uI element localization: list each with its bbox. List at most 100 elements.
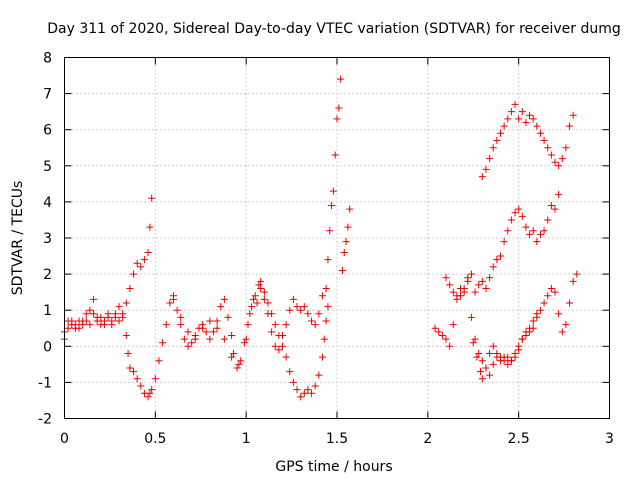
data-point <box>442 335 450 343</box>
data-point <box>489 144 497 152</box>
data-point <box>255 281 263 289</box>
data-point <box>151 375 159 383</box>
data-point <box>75 324 83 332</box>
x-tick-label: 1 <box>242 431 251 447</box>
data-point <box>333 115 341 123</box>
data-point <box>126 364 134 372</box>
data-point <box>97 321 105 329</box>
x-tick-label: 1.5 <box>326 431 348 447</box>
data-point <box>322 285 330 293</box>
data-point <box>115 303 123 311</box>
data-point <box>486 274 494 282</box>
data-point <box>146 223 154 231</box>
data-point <box>260 288 268 296</box>
data-point <box>206 317 214 325</box>
data-point <box>328 202 336 210</box>
x-tick-label: 2 <box>423 431 432 447</box>
y-tick-label: 5 <box>43 159 52 175</box>
data-point <box>224 313 232 321</box>
data-point <box>446 342 454 350</box>
data-point <box>442 274 450 282</box>
data-point <box>264 299 272 307</box>
data-point <box>229 350 237 358</box>
data-point <box>438 331 446 339</box>
data-point <box>489 342 497 350</box>
data-point <box>71 321 79 329</box>
data-point <box>475 281 483 289</box>
data-point <box>497 357 504 365</box>
y-tick-label: 6 <box>43 123 52 139</box>
data-point <box>536 306 544 314</box>
data-point <box>536 129 544 137</box>
data-point <box>184 342 192 350</box>
data-point <box>315 371 323 379</box>
data-point <box>177 313 185 321</box>
y-tick-label: 2 <box>43 267 52 283</box>
data-point <box>180 335 188 343</box>
data-point <box>522 118 530 126</box>
data-point <box>504 227 512 235</box>
x-tick-label: 2.5 <box>508 431 530 447</box>
data-point <box>529 115 537 123</box>
data-point <box>493 353 501 361</box>
data-point <box>155 357 163 365</box>
data-point <box>533 310 541 318</box>
data-point <box>453 295 461 303</box>
data-point <box>220 295 228 303</box>
data-point <box>90 310 98 318</box>
data-point <box>140 256 148 264</box>
data-point <box>489 360 497 368</box>
data-point <box>318 353 326 361</box>
data-point <box>268 328 276 336</box>
data-point <box>551 158 559 166</box>
data-point <box>300 389 308 397</box>
data-point <box>108 321 116 329</box>
data-point <box>507 108 515 116</box>
x-tick-labels: 0 0.5 1 1.5 2 2.5 3 <box>60 431 614 447</box>
data-point <box>457 292 465 300</box>
data-point <box>551 205 559 213</box>
data-point <box>326 227 334 235</box>
data-point <box>242 335 250 343</box>
data-point <box>507 216 515 224</box>
data-point <box>289 378 297 386</box>
data-point <box>467 270 475 278</box>
data-point <box>119 313 127 321</box>
data-point <box>166 299 174 307</box>
data-point <box>515 342 523 350</box>
data-point <box>115 317 123 325</box>
data-point <box>329 187 337 195</box>
data-point <box>68 317 76 325</box>
series-6 <box>469 310 541 383</box>
data-point <box>304 386 312 394</box>
series-1 <box>61 194 156 336</box>
data-point <box>511 100 519 108</box>
data-point <box>544 144 552 152</box>
data-point <box>533 122 541 130</box>
data-point <box>293 303 301 311</box>
data-point <box>257 285 265 293</box>
data-point <box>471 288 479 296</box>
data-point <box>558 155 566 163</box>
data-point <box>346 205 354 213</box>
data-point <box>257 277 265 285</box>
data-point <box>533 238 541 246</box>
data-point <box>311 321 319 329</box>
series-7 <box>478 100 577 181</box>
data-point <box>228 331 236 339</box>
data-point <box>206 335 214 343</box>
data-point <box>237 357 245 365</box>
data-point <box>493 256 501 264</box>
data-point <box>522 223 530 231</box>
series-3 <box>170 75 354 368</box>
data-point <box>562 321 570 329</box>
data-point <box>526 230 534 238</box>
data-point <box>235 360 243 368</box>
data-point <box>318 292 326 300</box>
data-point <box>469 339 477 347</box>
data-point <box>555 310 563 318</box>
data-point <box>478 277 486 285</box>
y-tick-label: 3 <box>43 231 52 247</box>
data-point <box>100 317 108 325</box>
